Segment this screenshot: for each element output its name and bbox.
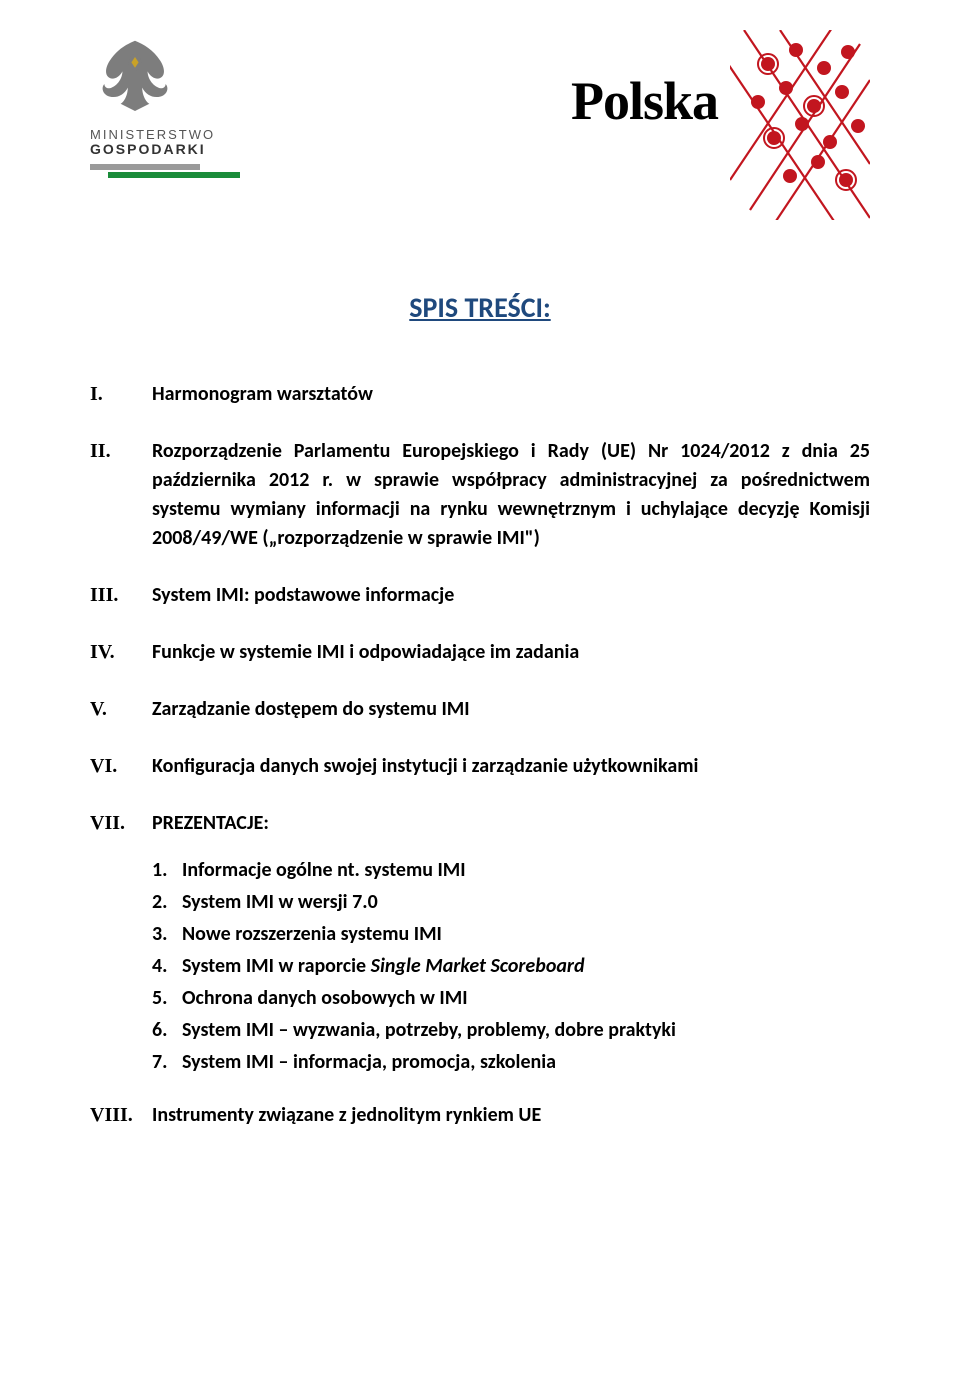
sublist-text: System IMI – wyzwania, potrzeby, problem… — [182, 1016, 870, 1045]
sublist-row: 4. System IMI w raporcie Single Market S… — [152, 952, 870, 981]
toc-text: Instrumenty związane z jednolitym rynkie… — [152, 1101, 870, 1130]
sublist-row: 5. Ochrona danych osobowych w IMI — [152, 984, 870, 1013]
toc-text: Rozporządzenie Parlamentu Europejskiego … — [152, 437, 870, 553]
toc-row: VI. Konfiguracja danych swojej instytucj… — [90, 752, 870, 781]
polska-logo: Polska — [571, 30, 870, 220]
toc-text: Konfiguracja danych swojej instytucji i … — [152, 752, 870, 781]
eagle-icon — [90, 30, 180, 120]
toc-text: Funkcje w systemie IMI i odpowiadające i… — [152, 638, 870, 667]
sublist-num: 2. — [152, 888, 182, 917]
sublist-num: 4. — [152, 952, 182, 981]
sublist-num: 7. — [152, 1048, 182, 1077]
toc-row: II. Rozporządzenie Parlamentu Europejski… — [90, 437, 870, 553]
sublist-text: Nowe rozszerzenia systemu IMI — [182, 920, 870, 949]
color-bars-icon — [90, 164, 240, 180]
sublist-num: 1. — [152, 856, 182, 885]
header: MINISTERSTWO GOSPODARKI Polska — [90, 30, 870, 220]
ministry-name: MINISTERSTWO GOSPODARKI — [90, 128, 215, 158]
toc-num: II. — [90, 437, 152, 553]
toc-row: VIII. Instrumenty związane z jednolitym … — [90, 1101, 870, 1130]
page: MINISTERSTWO GOSPODARKI Polska — [0, 0, 960, 1180]
sublist-text: Ochrona danych osobowych w IMI — [182, 984, 870, 1013]
page-title: SPIS TREŚCI: — [90, 290, 870, 325]
ministry-line2: GOSPODARKI — [90, 142, 215, 157]
table-of-contents: I. Harmonogram warsztatów II. Rozporządz… — [90, 380, 870, 1130]
sublist-num: 3. — [152, 920, 182, 949]
toc-num: III. — [90, 581, 152, 610]
toc-text: PREZENTACJE: — [152, 809, 870, 838]
toc-row: VII. PREZENTACJE: — [90, 809, 870, 838]
sublist-text: System IMI w raporcie Single Market Scor… — [182, 952, 870, 981]
toc-row: V. Zarządzanie dostępem do systemu IMI — [90, 695, 870, 724]
toc-num: V. — [90, 695, 152, 724]
toc-num: VI. — [90, 752, 152, 781]
polska-pattern-icon — [730, 30, 870, 220]
toc-row: IV. Funkcje w systemie IMI i odpowiadają… — [90, 638, 870, 667]
sublist-num: 6. — [152, 1016, 182, 1045]
sublist-row: 1. Informacje ogólne nt. systemu IMI — [152, 856, 870, 885]
sublist-text-italic: Single Market Scoreboard — [371, 954, 585, 978]
sublist-row: 7. System IMI – informacja, promocja, sz… — [152, 1048, 870, 1077]
toc-num: IV. — [90, 638, 152, 667]
sublist-text: Informacje ogólne nt. systemu IMI — [182, 856, 870, 885]
toc-text: Zarządzanie dostępem do systemu IMI — [152, 695, 870, 724]
sublist-text-pre: System IMI w raporcie — [182, 954, 371, 978]
toc-row: III. System IMI: podstawowe informacje — [90, 581, 870, 610]
toc-num: VIII. — [90, 1101, 152, 1130]
toc-num: VII. — [90, 809, 152, 838]
ministry-logo: MINISTERSTWO GOSPODARKI — [90, 30, 240, 180]
sublist-row: 6. System IMI – wyzwania, potrzeby, prob… — [152, 1016, 870, 1045]
presentations-sublist: 1. Informacje ogólne nt. systemu IMI 2. … — [152, 856, 870, 1077]
toc-num: I. — [90, 380, 152, 409]
sublist-text: System IMI – informacja, promocja, szkol… — [182, 1048, 870, 1077]
toc-row: I. Harmonogram warsztatów — [90, 380, 870, 409]
toc-text: System IMI: podstawowe informacje — [152, 581, 870, 610]
sublist-row: 3. Nowe rozszerzenia systemu IMI — [152, 920, 870, 949]
sublist-row: 2. System IMI w wersji 7.0 — [152, 888, 870, 917]
sublist-text: System IMI w wersji 7.0 — [182, 888, 870, 917]
ministry-line1: MINISTERSTWO — [90, 128, 215, 142]
polska-word: Polska — [571, 74, 718, 128]
toc-text: Harmonogram warsztatów — [152, 380, 870, 409]
sublist-num: 5. — [152, 984, 182, 1013]
